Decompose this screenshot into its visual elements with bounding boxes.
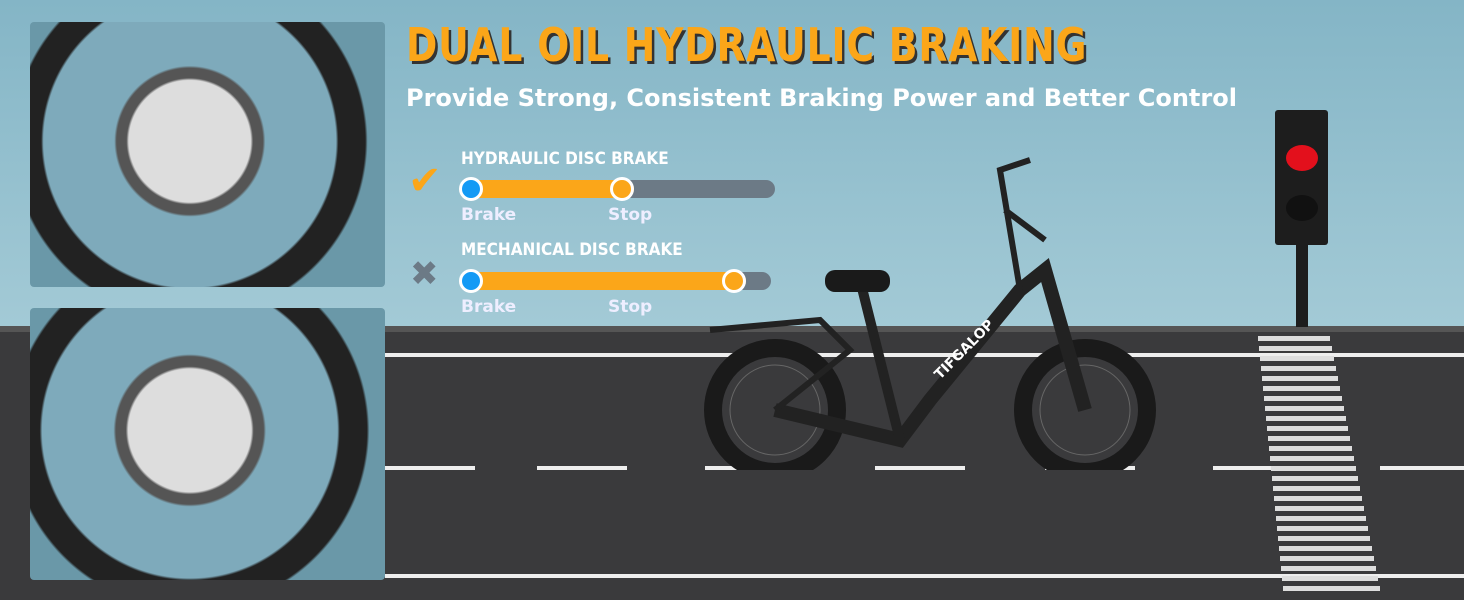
stop-dot bbox=[722, 269, 746, 293]
ebike-image: TIFGALOP bbox=[704, 157, 1156, 470]
crosswalk-stripe bbox=[1273, 486, 1360, 491]
crosswalk-stripe bbox=[1263, 386, 1340, 391]
crosswalk-stripe bbox=[1283, 586, 1380, 591]
crosswalk-stripe bbox=[1271, 466, 1356, 471]
brake-label: Brake bbox=[461, 205, 517, 225]
red-light bbox=[1286, 145, 1318, 171]
crosswalk-stripe bbox=[1264, 396, 1342, 401]
check-icon: ✔ bbox=[408, 158, 442, 204]
mechanical-bar bbox=[459, 269, 771, 293]
brand-logo: TIFGALOP bbox=[932, 317, 998, 383]
stop-dot bbox=[610, 177, 634, 201]
hydraulic-bar bbox=[459, 177, 775, 201]
crosswalk-stripe bbox=[1262, 376, 1338, 381]
stop-label: Stop bbox=[608, 297, 653, 317]
off-light bbox=[1286, 195, 1318, 221]
crosswalk-stripe bbox=[1279, 546, 1372, 551]
page-title: DUAL OIL HYDRAULIC BRAKING bbox=[406, 18, 1088, 72]
crosswalk-stripe bbox=[1266, 416, 1346, 421]
lane-dash bbox=[537, 466, 627, 470]
crosswalk-stripe bbox=[1281, 566, 1376, 571]
crosswalk-stripe bbox=[1276, 516, 1366, 521]
lane-dash bbox=[385, 466, 475, 470]
crosswalk-stripe bbox=[1268, 436, 1350, 441]
crosswalk-stripe bbox=[1267, 426, 1348, 431]
crosswalk-stripe bbox=[1259, 346, 1332, 351]
lane-line bbox=[385, 574, 1464, 578]
rear-brake-photo bbox=[30, 308, 385, 580]
lane-dash bbox=[1380, 466, 1464, 470]
crosswalk-stripe bbox=[1261, 366, 1336, 371]
crosswalk-stripe bbox=[1275, 506, 1364, 511]
crosswalk-stripe bbox=[1282, 576, 1378, 581]
lane-line bbox=[385, 353, 1464, 357]
crosswalk-stripe bbox=[1272, 476, 1358, 481]
crosswalk-stripe bbox=[1278, 536, 1370, 541]
hydraulic-fill bbox=[462, 180, 634, 198]
hydraulic-label: HYDRAULIC DISC BRAKE bbox=[461, 149, 669, 169]
traffic-light bbox=[1275, 110, 1328, 245]
brake-label: Brake bbox=[461, 297, 517, 317]
crosswalk-stripe bbox=[1277, 526, 1368, 531]
traffic-light-pole bbox=[1296, 245, 1308, 327]
brake-dot bbox=[459, 177, 483, 201]
crosswalk-stripe bbox=[1269, 446, 1352, 451]
front-brake-photo bbox=[30, 22, 385, 287]
lane-dash bbox=[875, 466, 965, 470]
stop-label: Stop bbox=[608, 205, 653, 225]
crosswalk-stripe bbox=[1258, 336, 1330, 341]
x-icon: ✖ bbox=[410, 254, 439, 294]
crosswalk-stripe bbox=[1270, 456, 1354, 461]
crosswalk-stripe bbox=[1280, 556, 1374, 561]
crosswalk-stripe bbox=[1274, 496, 1362, 501]
brake-dot bbox=[459, 269, 483, 293]
crosswalk-stripe bbox=[1260, 356, 1334, 361]
subtitle: Provide Strong, Consistent Braking Power… bbox=[406, 84, 1237, 112]
crosswalk-stripe bbox=[1265, 406, 1344, 411]
lane-dash bbox=[1213, 466, 1303, 470]
mechanical-fill bbox=[462, 272, 746, 290]
mechanical-label: MECHANICAL DISC BRAKE bbox=[461, 240, 683, 260]
